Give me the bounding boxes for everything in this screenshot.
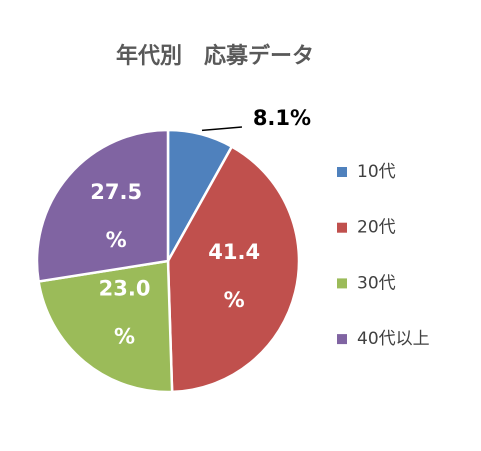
- data-label: 41.4%: [208, 240, 260, 312]
- legend-label: 20代: [357, 218, 396, 238]
- legend-swatch: [337, 222, 347, 233]
- legend-label: 10代: [357, 162, 396, 182]
- legend-label: 40代以上: [357, 329, 430, 349]
- chart-title: 年代別 応募データ: [116, 43, 314, 69]
- leader-line: [201, 126, 243, 132]
- data-label: 27.5%: [90, 180, 142, 252]
- legend-swatch: [337, 278, 347, 289]
- data-label: 8.1%: [253, 106, 311, 130]
- legend-swatch: [337, 167, 347, 177]
- legend-label: 30代: [357, 273, 396, 293]
- pie-slice: [35, 128, 170, 283]
- data-label: 23.0%: [99, 276, 151, 348]
- pie-slice: [166, 144, 301, 394]
- legend-swatch: [337, 334, 347, 345]
- pie-slice: [37, 259, 174, 394]
